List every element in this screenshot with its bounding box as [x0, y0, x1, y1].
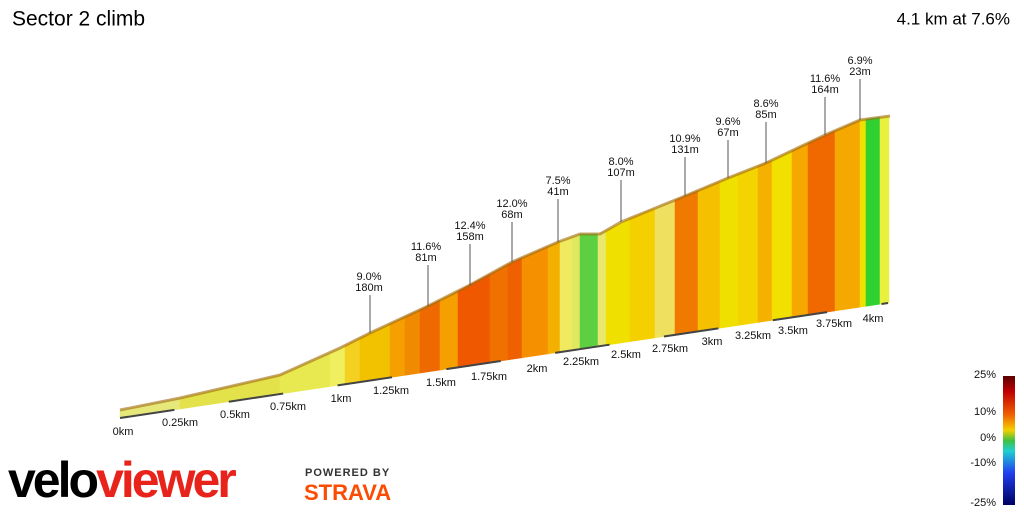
segment-gradient: 6.9% — [847, 55, 872, 67]
distance-label: 1.25km — [373, 385, 409, 397]
distance-label: 4km — [863, 313, 884, 325]
powered-by: POWERED BY — [305, 467, 390, 479]
logo-viewer: viewer — [96, 452, 236, 508]
segment-gradient: 11.6% — [411, 241, 442, 253]
segment-length: 23m — [849, 66, 870, 78]
base-line — [119, 302, 889, 419]
distance-label: 2km — [527, 363, 548, 375]
top-edge — [119, 114, 891, 412]
gradient-strip — [597, 230, 607, 347]
distance-label: 2.25km — [563, 356, 599, 368]
segment-length: 158m — [456, 231, 484, 243]
distance-label: 0.5km — [220, 409, 250, 421]
gradient-strip — [419, 299, 441, 374]
segment-gradient: 12.4% — [454, 220, 485, 232]
segment-gradient: 10.9% — [669, 133, 700, 145]
logo-velo: velo — [8, 452, 98, 508]
labels: 9.0%180m11.6%81m12.4%158m12.0%68m7.5%41m… — [113, 55, 997, 509]
gradient-strip — [807, 130, 836, 316]
gradient-strip — [697, 180, 721, 332]
distance-label: 1.5km — [426, 377, 456, 389]
gradient-strip — [654, 199, 676, 339]
segment-length: 131m — [671, 144, 699, 156]
gradient-strip — [547, 240, 561, 355]
distance-label: 0.25km — [162, 417, 198, 429]
segment-length: 68m — [501, 209, 522, 221]
gradient-strip — [359, 323, 391, 383]
gradient-strip — [579, 233, 599, 350]
gradient-strip — [719, 173, 739, 329]
legend-label: 10% — [974, 406, 996, 418]
distance-label: 1km — [331, 393, 352, 405]
legend-label: -25% — [970, 497, 996, 509]
distance-label: 2.5km — [611, 349, 641, 361]
segment-length: 81m — [415, 252, 436, 264]
gradient-strip — [629, 207, 656, 342]
legend-bar — [1003, 376, 1015, 505]
gradient-strip — [507, 257, 523, 361]
gradient-strip — [879, 115, 890, 305]
segment-gradient: 9.0% — [356, 271, 381, 283]
gradient-strip — [179, 374, 281, 410]
gradient-strip — [605, 217, 631, 346]
gradient-strip — [279, 352, 331, 395]
distance-label: 2.75km — [652, 343, 688, 355]
gradient-strip — [559, 236, 573, 353]
profile-shape — [119, 114, 891, 419]
segment-length: 164m — [811, 84, 839, 96]
segment-length: 107m — [607, 167, 635, 179]
distance-label: 3.25km — [735, 330, 771, 342]
legend-label: 25% — [974, 369, 996, 381]
logo: veloviewer — [8, 452, 236, 508]
segment-length: 85m — [755, 109, 776, 121]
legend-label: 0% — [980, 432, 996, 444]
gradient-strip — [757, 159, 773, 323]
distance-label: 3.5km — [778, 325, 808, 337]
gradient-strip — [771, 150, 793, 321]
gradient-strip — [571, 233, 581, 351]
segment-length: 41m — [547, 186, 568, 198]
legend-label: -10% — [970, 457, 996, 469]
segment-gradient: 8.0% — [608, 156, 633, 168]
segment-gradient: 11.6% — [810, 73, 841, 85]
distance-label: 3.75km — [816, 318, 852, 330]
gradient-strip — [389, 316, 406, 378]
summary: 4.1 km at 7.6% — [897, 9, 1010, 28]
gradient-strip — [439, 290, 459, 371]
segment-gradient: 8.6% — [753, 98, 778, 110]
gradient-strip — [674, 190, 699, 336]
distance-label: 0.75km — [270, 401, 306, 413]
gradient-strip — [521, 245, 549, 359]
segment-length: 67m — [717, 127, 738, 139]
gradient-strip — [404, 309, 421, 376]
title: Sector 2 climb — [12, 8, 145, 31]
gradient-strip — [834, 119, 861, 312]
gradient-strip — [737, 165, 759, 326]
gradient-strip — [791, 142, 809, 318]
gradient-strip — [865, 117, 881, 307]
gradient-strip — [859, 118, 867, 308]
segment-gradient: 9.6% — [715, 116, 740, 128]
distance-label: 0km — [113, 426, 134, 438]
segment-length: 180m — [355, 282, 383, 294]
distance-label: 1.75km — [471, 371, 507, 383]
strava: STRAVA — [304, 480, 391, 505]
segment-gradient: 12.0% — [496, 198, 527, 210]
segment-gradient: 7.5% — [545, 175, 570, 187]
distance-label: 3km — [702, 336, 723, 348]
gradient-strip — [489, 263, 509, 363]
